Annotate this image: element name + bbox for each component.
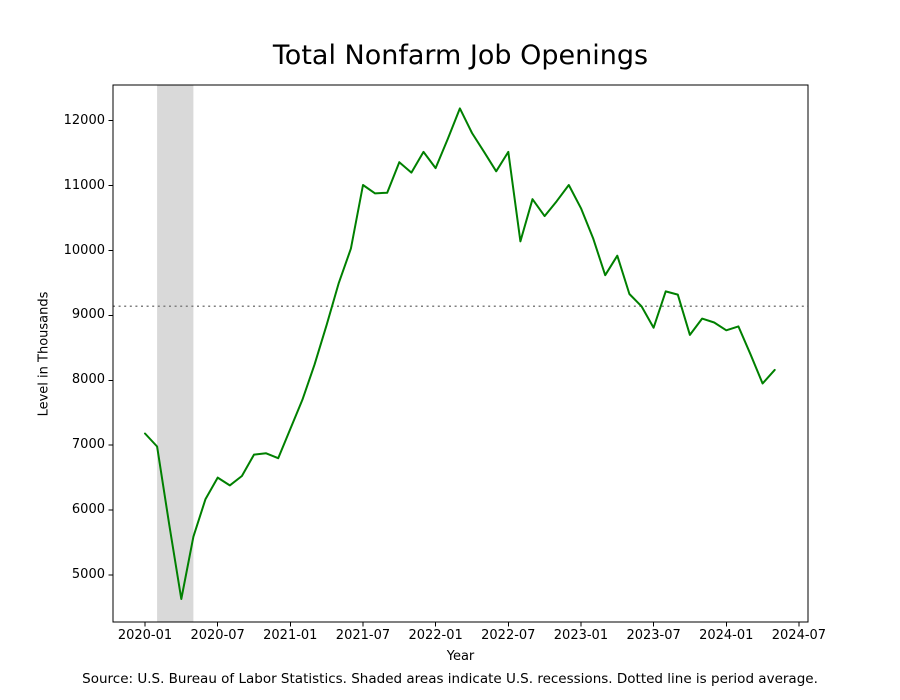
x-tick-label: 2022-07	[481, 628, 536, 643]
plot-area	[108, 84, 809, 627]
y-tick-label: 10000	[63, 242, 105, 258]
y-tick-label: 9000	[71, 307, 105, 323]
x-tick-label: 2021-07	[335, 628, 391, 643]
y-axis-label: Level in Thousands	[36, 291, 52, 417]
y-tick-label: 11000	[63, 177, 105, 193]
x-tick-label: 2022-01	[408, 628, 463, 643]
y-tick-label: 8000	[71, 372, 105, 388]
y-tick-label: 6000	[71, 502, 105, 518]
job-openings-line	[144, 107, 776, 600]
x-axis-label: Year	[446, 649, 475, 664]
source-note: Source: U.S. Bureau of Labor Statistics.…	[82, 671, 818, 687]
x-tick-label: 2020-01	[117, 628, 173, 643]
axes-border	[112, 84, 809, 623]
recession-band	[157, 85, 194, 622]
y-tick-label: 12000	[63, 112, 105, 128]
x-tick-label: 2020-07	[190, 628, 245, 643]
y-tick-label: 7000	[71, 437, 105, 453]
x-tick-label: 2023-07	[626, 628, 681, 643]
y-tick-label: 5000	[71, 567, 105, 582]
x-tick-label: 2024-01	[699, 628, 754, 643]
x-tick-label: 2021-01	[263, 628, 318, 643]
x-tick-label: 2023-01	[553, 628, 609, 643]
chart-title: Total Nonfarm Job Openings	[272, 40, 649, 71]
x-tick-label: 2024-07	[771, 628, 827, 643]
